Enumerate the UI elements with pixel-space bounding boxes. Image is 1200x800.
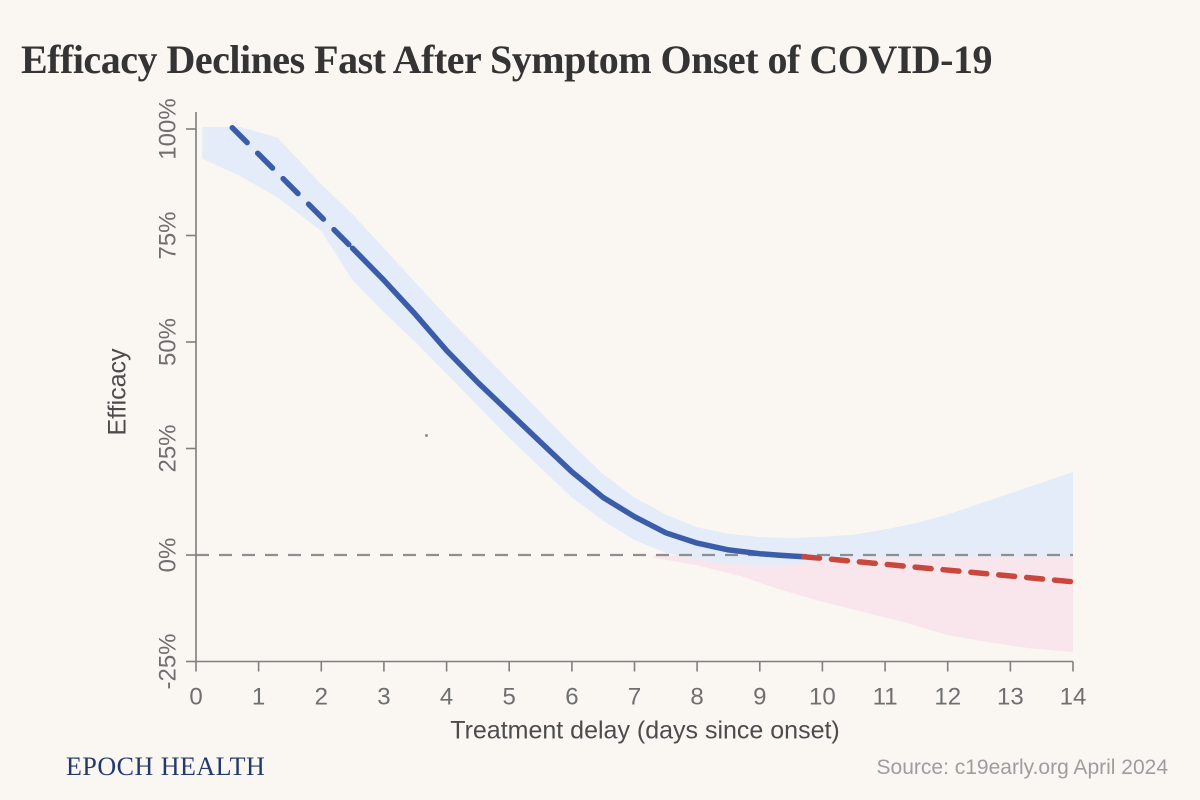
x-tick-label: 13	[997, 684, 1024, 711]
efficacy-extrapolated-early	[229, 124, 356, 252]
efficacy-extrapolated-harm	[800, 553, 1076, 585]
dust-speck	[425, 434, 428, 437]
brand-logo: EPOCH HEALTH	[66, 752, 266, 781]
x-tick-label: 6	[565, 684, 578, 711]
x-tick-label: 0	[189, 684, 202, 711]
x-tick-label: 2	[315, 684, 328, 711]
y-axis-title: Efficacy	[103, 348, 132, 436]
x-tick-label: 11	[873, 684, 898, 711]
x-tick-label: 4	[440, 684, 453, 711]
source-note: Source: c19early.org April 2024	[876, 756, 1168, 779]
x-tick-label: 9	[753, 684, 766, 711]
x-tick-label: 14	[1060, 684, 1087, 711]
x-tick-label: 7	[628, 684, 641, 711]
y-tick-label: 50%	[155, 318, 182, 366]
y-tick-label: -25%	[155, 633, 182, 689]
chart-title: Efficacy Declines Fast After Symptom Ons…	[21, 37, 993, 82]
y-tick-label: 0%	[155, 538, 182, 573]
y-tick-label: 75%	[155, 211, 182, 259]
y-tick-label: 25%	[155, 424, 182, 472]
x-axis-title: Treatment delay (days since onset)	[450, 716, 840, 745]
y-tick-label: 100%	[155, 98, 182, 159]
efficacy-fitted	[349, 245, 807, 560]
x-tick-label: 8	[690, 684, 703, 711]
efficacy-confidence-band	[202, 126, 1074, 566]
x-tick-label: 10	[809, 684, 836, 711]
x-tick-label: 1	[252, 684, 265, 711]
x-tick-label: 5	[503, 684, 516, 711]
x-tick-label: 3	[377, 684, 390, 711]
harm-confidence-band	[653, 555, 1073, 653]
x-tick-label: 12	[934, 684, 961, 711]
